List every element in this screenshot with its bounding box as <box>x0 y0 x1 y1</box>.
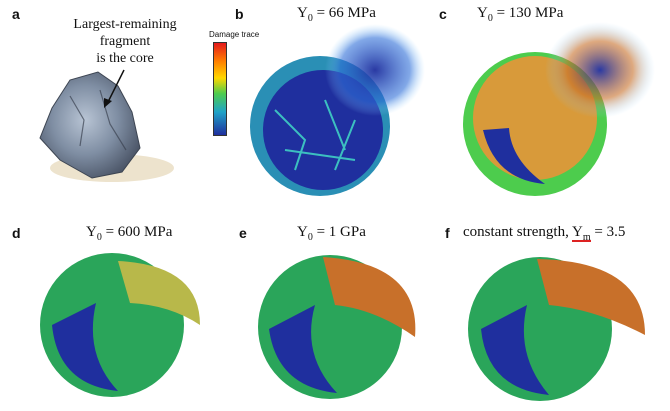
panel-letter-e: e <box>239 225 247 241</box>
core-region <box>483 128 545 184</box>
fracture-network <box>274 99 356 171</box>
impact-spray <box>545 22 655 118</box>
panel-letter-a: a <box>12 6 20 22</box>
core-label-line-1: Largest-remaining <box>73 17 177 32</box>
damage-cap <box>118 261 200 325</box>
core-label: Largest-remaining fragment is the core <box>60 16 190 67</box>
panel-title-b: Y0 = 66 MPa <box>297 5 376 24</box>
panel-title-c: Y0 = 130 MPa <box>477 5 564 24</box>
panel-b: b Y0 = 66 MPa Damage trace <box>205 0 425 205</box>
simulation-f <box>468 257 645 401</box>
panel-d: d Y0 = 600 MPa <box>0 205 225 411</box>
panel-a: a Largest-remaining fragment is the core <box>0 0 205 205</box>
rock-fragment-photo <box>39 69 174 182</box>
panel-e: e Y0 = 1 GPa <box>225 205 445 411</box>
core-arrow-head <box>104 98 112 108</box>
core-region <box>481 305 549 395</box>
core-region <box>269 305 337 393</box>
simulation-c <box>463 22 655 196</box>
simulation-e <box>258 255 416 399</box>
impact-spray <box>325 24 425 116</box>
damage-colorbar <box>213 42 227 136</box>
panel-c: c Y0 = 130 MPa <box>425 0 670 205</box>
panel-letter-d: d <box>12 225 21 241</box>
core-label-line-2: fragment <box>99 34 151 49</box>
panel-title-d: Y0 = 600 MPa <box>86 224 173 243</box>
rock-crack <box>69 89 127 151</box>
core-label-line-3: is the core <box>96 51 154 66</box>
core-arrow-line <box>107 69 125 103</box>
colorbar-title: Damage trace <box>209 30 260 39</box>
damage-cap <box>323 257 416 337</box>
rock-body <box>39 71 141 179</box>
simulation-b <box>250 24 425 196</box>
panel-letter-c: c <box>439 6 447 22</box>
panel-title-e: Y0 = 1 GPa <box>297 224 366 243</box>
panel-letter-b: b <box>235 6 244 22</box>
damage-cap <box>537 259 645 335</box>
core-region <box>52 303 118 391</box>
panel-f: f constant strength, Ym = 3.5 <box>445 205 670 411</box>
simulation-d <box>40 253 200 397</box>
panel-title-f: constant strength, Ym = 3.5 <box>463 224 626 243</box>
panel-letter-f: f <box>445 225 450 241</box>
